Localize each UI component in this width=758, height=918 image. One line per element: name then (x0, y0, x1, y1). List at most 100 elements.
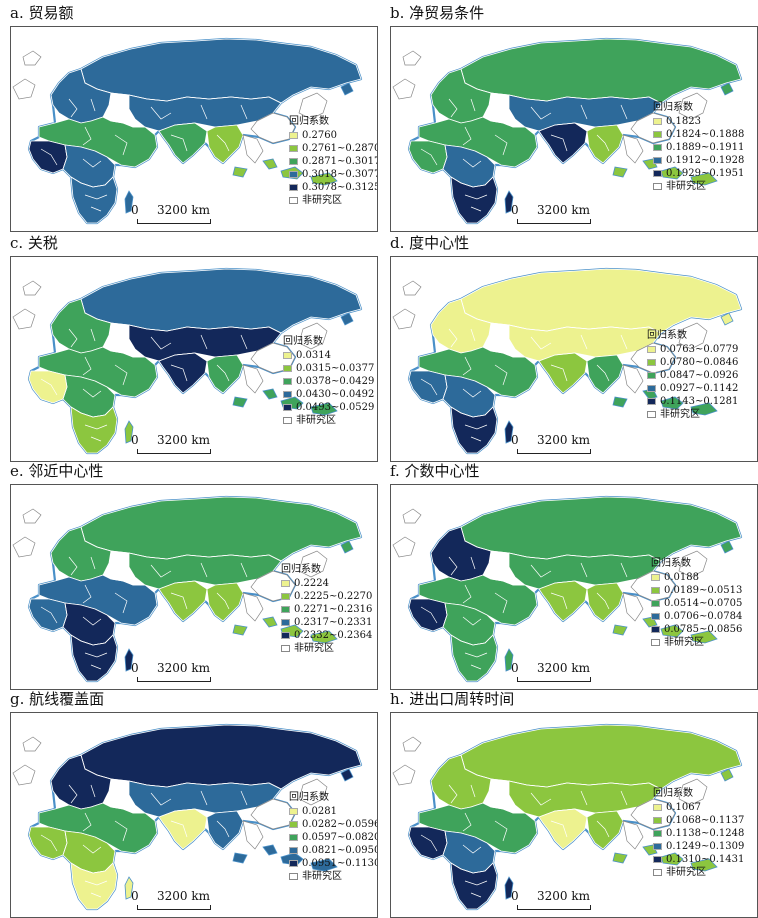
country-border (110, 778, 130, 782)
country-border (128, 94, 282, 104)
legend-swatch (653, 118, 662, 125)
country-border (216, 820, 230, 838)
legend-item: 0.0847~0.0926 (647, 369, 738, 382)
country-border (170, 364, 188, 382)
legend-label: 0.1889~0.1911 (666, 142, 745, 153)
country-border (128, 324, 282, 334)
country-border (200, 104, 208, 120)
country-border (80, 68, 112, 94)
island (340, 540, 354, 554)
non-study-area (678, 778, 708, 806)
legend-swatch (283, 365, 292, 372)
legend-item-non-study: 非研究区 (281, 642, 372, 655)
country-border (470, 784, 476, 798)
country-border (240, 334, 248, 350)
non-study-area (12, 536, 36, 558)
legend-swatch (289, 873, 298, 880)
country-border (62, 602, 68, 628)
country-border (128, 552, 282, 562)
legend-item-non-study: 非研究区 (653, 866, 744, 879)
region-europe (50, 526, 112, 582)
country-border (114, 364, 128, 386)
map-panel-a: a. 贸易额 回归系数 0.2760 0.2761~0.2870 0.2871~0.30… (10, 4, 378, 232)
country-border (90, 98, 96, 112)
country-border (68, 328, 78, 348)
island (262, 616, 278, 628)
scale-bar: 0 3200 km (511, 203, 611, 229)
island (124, 420, 134, 444)
legend-item: 0.1249~0.1309 (653, 840, 744, 853)
legend-item: 0.2225~0.2270 (281, 590, 372, 603)
legend-swatch (653, 856, 662, 863)
country-border (490, 778, 510, 782)
country-border (448, 98, 458, 118)
country-border (494, 820, 508, 842)
country-border (450, 176, 494, 188)
island (612, 166, 628, 178)
legend-swatch (283, 391, 292, 398)
legend-item: 0.0493~0.0529 (283, 401, 374, 414)
legend-swatch (289, 847, 298, 854)
legend-label: 0.2317~0.2331 (294, 617, 373, 628)
country-border (462, 126, 472, 146)
legend-item-non-study: 非研究区 (283, 414, 374, 427)
country-border (482, 116, 525, 128)
country-border (620, 334, 628, 350)
non-study-area (22, 736, 42, 752)
country-border (460, 526, 492, 552)
country-border (470, 98, 476, 112)
legend-title: 回归系数 (653, 102, 693, 113)
country-border (550, 820, 568, 838)
country-border (114, 134, 128, 156)
scale-zero-label: 0 (511, 433, 519, 447)
country-border (530, 792, 552, 806)
scale-zero-label: 0 (511, 889, 519, 903)
map-panel-b: b. 净贸易条件 回归系数 0.1823 0.1824~0.1888 0.1889~0.… (390, 4, 758, 232)
country-border (580, 790, 588, 806)
country-border (170, 592, 188, 610)
country-border (82, 844, 102, 854)
legend-swatch (289, 197, 298, 204)
country-border (70, 406, 114, 418)
legend-label: 0.0821~0.0950 (302, 845, 378, 856)
legend-swatch (289, 145, 298, 152)
country-border (448, 328, 458, 348)
non-study-area (402, 280, 422, 296)
legend-swatch (653, 170, 662, 177)
country-border (90, 892, 102, 898)
legend-item: 0.1310~0.1431 (653, 853, 744, 866)
non-study-area (392, 308, 416, 330)
country-border (80, 754, 112, 780)
scale-bar: 0 3200 km (131, 203, 231, 229)
country-border (170, 820, 188, 838)
island (660, 396, 684, 410)
country-border (200, 562, 208, 578)
legend-swatch (653, 843, 662, 850)
map-frame: 回归系数 0.0281 0.0282~0.0596 0.0597~0.0820 0.08… (10, 712, 378, 918)
country-border (110, 92, 130, 96)
island (310, 402, 338, 416)
country-border (174, 808, 216, 818)
island (504, 420, 514, 444)
country-border (554, 352, 596, 362)
legend-item: 0.0951~0.1130 (289, 857, 377, 870)
scale-distance-label: 3200 km (157, 203, 211, 217)
country-border (216, 592, 230, 610)
map-legend: 回归系数 0.0763~0.0779 0.0780~0.0846 0.0847~0.0… (647, 329, 738, 421)
legend-item-non-study: 非研究区 (289, 194, 377, 207)
legend-swatch (647, 411, 656, 418)
legend-label: 0.1310~0.1431 (666, 854, 745, 865)
non-study-area (298, 322, 328, 350)
country-border (530, 564, 552, 578)
island (232, 624, 248, 636)
scale-bar-line (517, 905, 591, 910)
legend-item: 0.2760 (289, 129, 377, 142)
country-border (508, 324, 662, 334)
country-border (620, 104, 628, 120)
legend-item: 0.0785~0.0856 (651, 623, 742, 636)
region-europe (50, 754, 112, 810)
country-border (442, 830, 448, 856)
legend-swatch (653, 817, 662, 824)
scale-distance-label: 3200 km (537, 889, 591, 903)
scale-zero-label: 0 (131, 203, 139, 217)
